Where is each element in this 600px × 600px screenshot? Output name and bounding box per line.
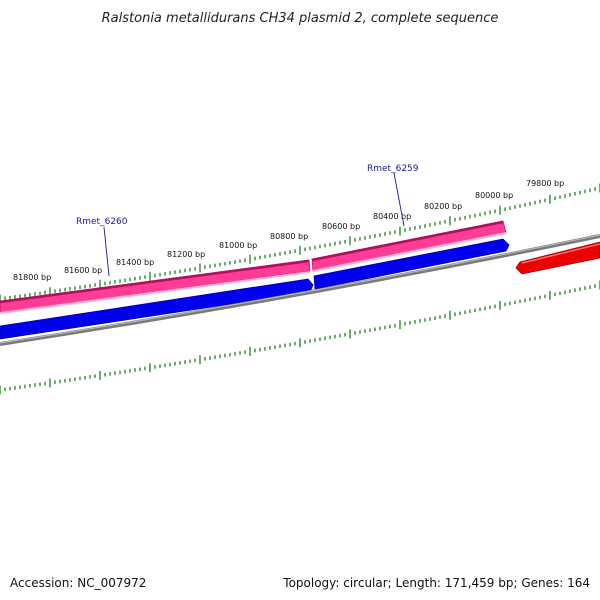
accession-text: Accession: NC_007972 — [10, 576, 147, 590]
tick-label-80400: 80400 bp — [373, 212, 411, 221]
gene-label-rmet-6260[interactable]: Rmet_6260 — [76, 217, 128, 227]
tick-label-group: 81800 bp 81600 bp 81400 bp 81200 bp 8100… — [13, 179, 564, 282]
gene-rmet-6260-lowlight — [0, 271, 311, 314]
backbone-circle — [0, 234, 600, 346]
gene-label-leader-rmet-6260 — [103, 226, 110, 277]
tick-label-81000: 81000 bp — [219, 241, 257, 250]
tick-label-81800: 81800 bp — [13, 273, 51, 282]
gene-reverse-right[interactable] — [313, 238, 510, 290]
gene-label-rmet-6259[interactable]: Rmet_6259 — [367, 164, 419, 174]
gene-rmet-6260-highlight — [0, 259, 310, 304]
tick-label-81600: 81600 bp — [64, 266, 102, 275]
tick-label-80000: 80000 bp — [475, 191, 513, 200]
topology-stats: Topology: circular; Length: 171,459 bp; … — [283, 576, 590, 590]
tick-label-80800: 80800 bp — [270, 232, 308, 241]
map-title: Ralstonia metallidurans CH34 plasmid 2, … — [102, 11, 499, 26]
tick-label-81400: 81400 bp — [116, 258, 154, 267]
gene-red-right[interactable] — [515, 241, 600, 275]
tick-label-79800: 79800 bp — [526, 179, 564, 188]
gene-red-right-highlight — [521, 243, 600, 264]
gene-rmet-6259-lowlight — [312, 232, 507, 272]
tick-label-81200: 81200 bp — [167, 250, 205, 259]
gene-rmet-6259-highlight — [311, 220, 504, 262]
backbone-circle-shine — [0, 234, 600, 344]
tick-label-80600: 80600 bp — [322, 222, 360, 231]
outer-tick-ring — [0, 183, 600, 304]
tick-label-80200: 80200 bp — [424, 202, 462, 211]
gene-label-leader-rmet-6259 — [393, 172, 405, 227]
inner-tick-ring — [0, 280, 600, 395]
gene-reverse-left[interactable] — [0, 278, 314, 340]
